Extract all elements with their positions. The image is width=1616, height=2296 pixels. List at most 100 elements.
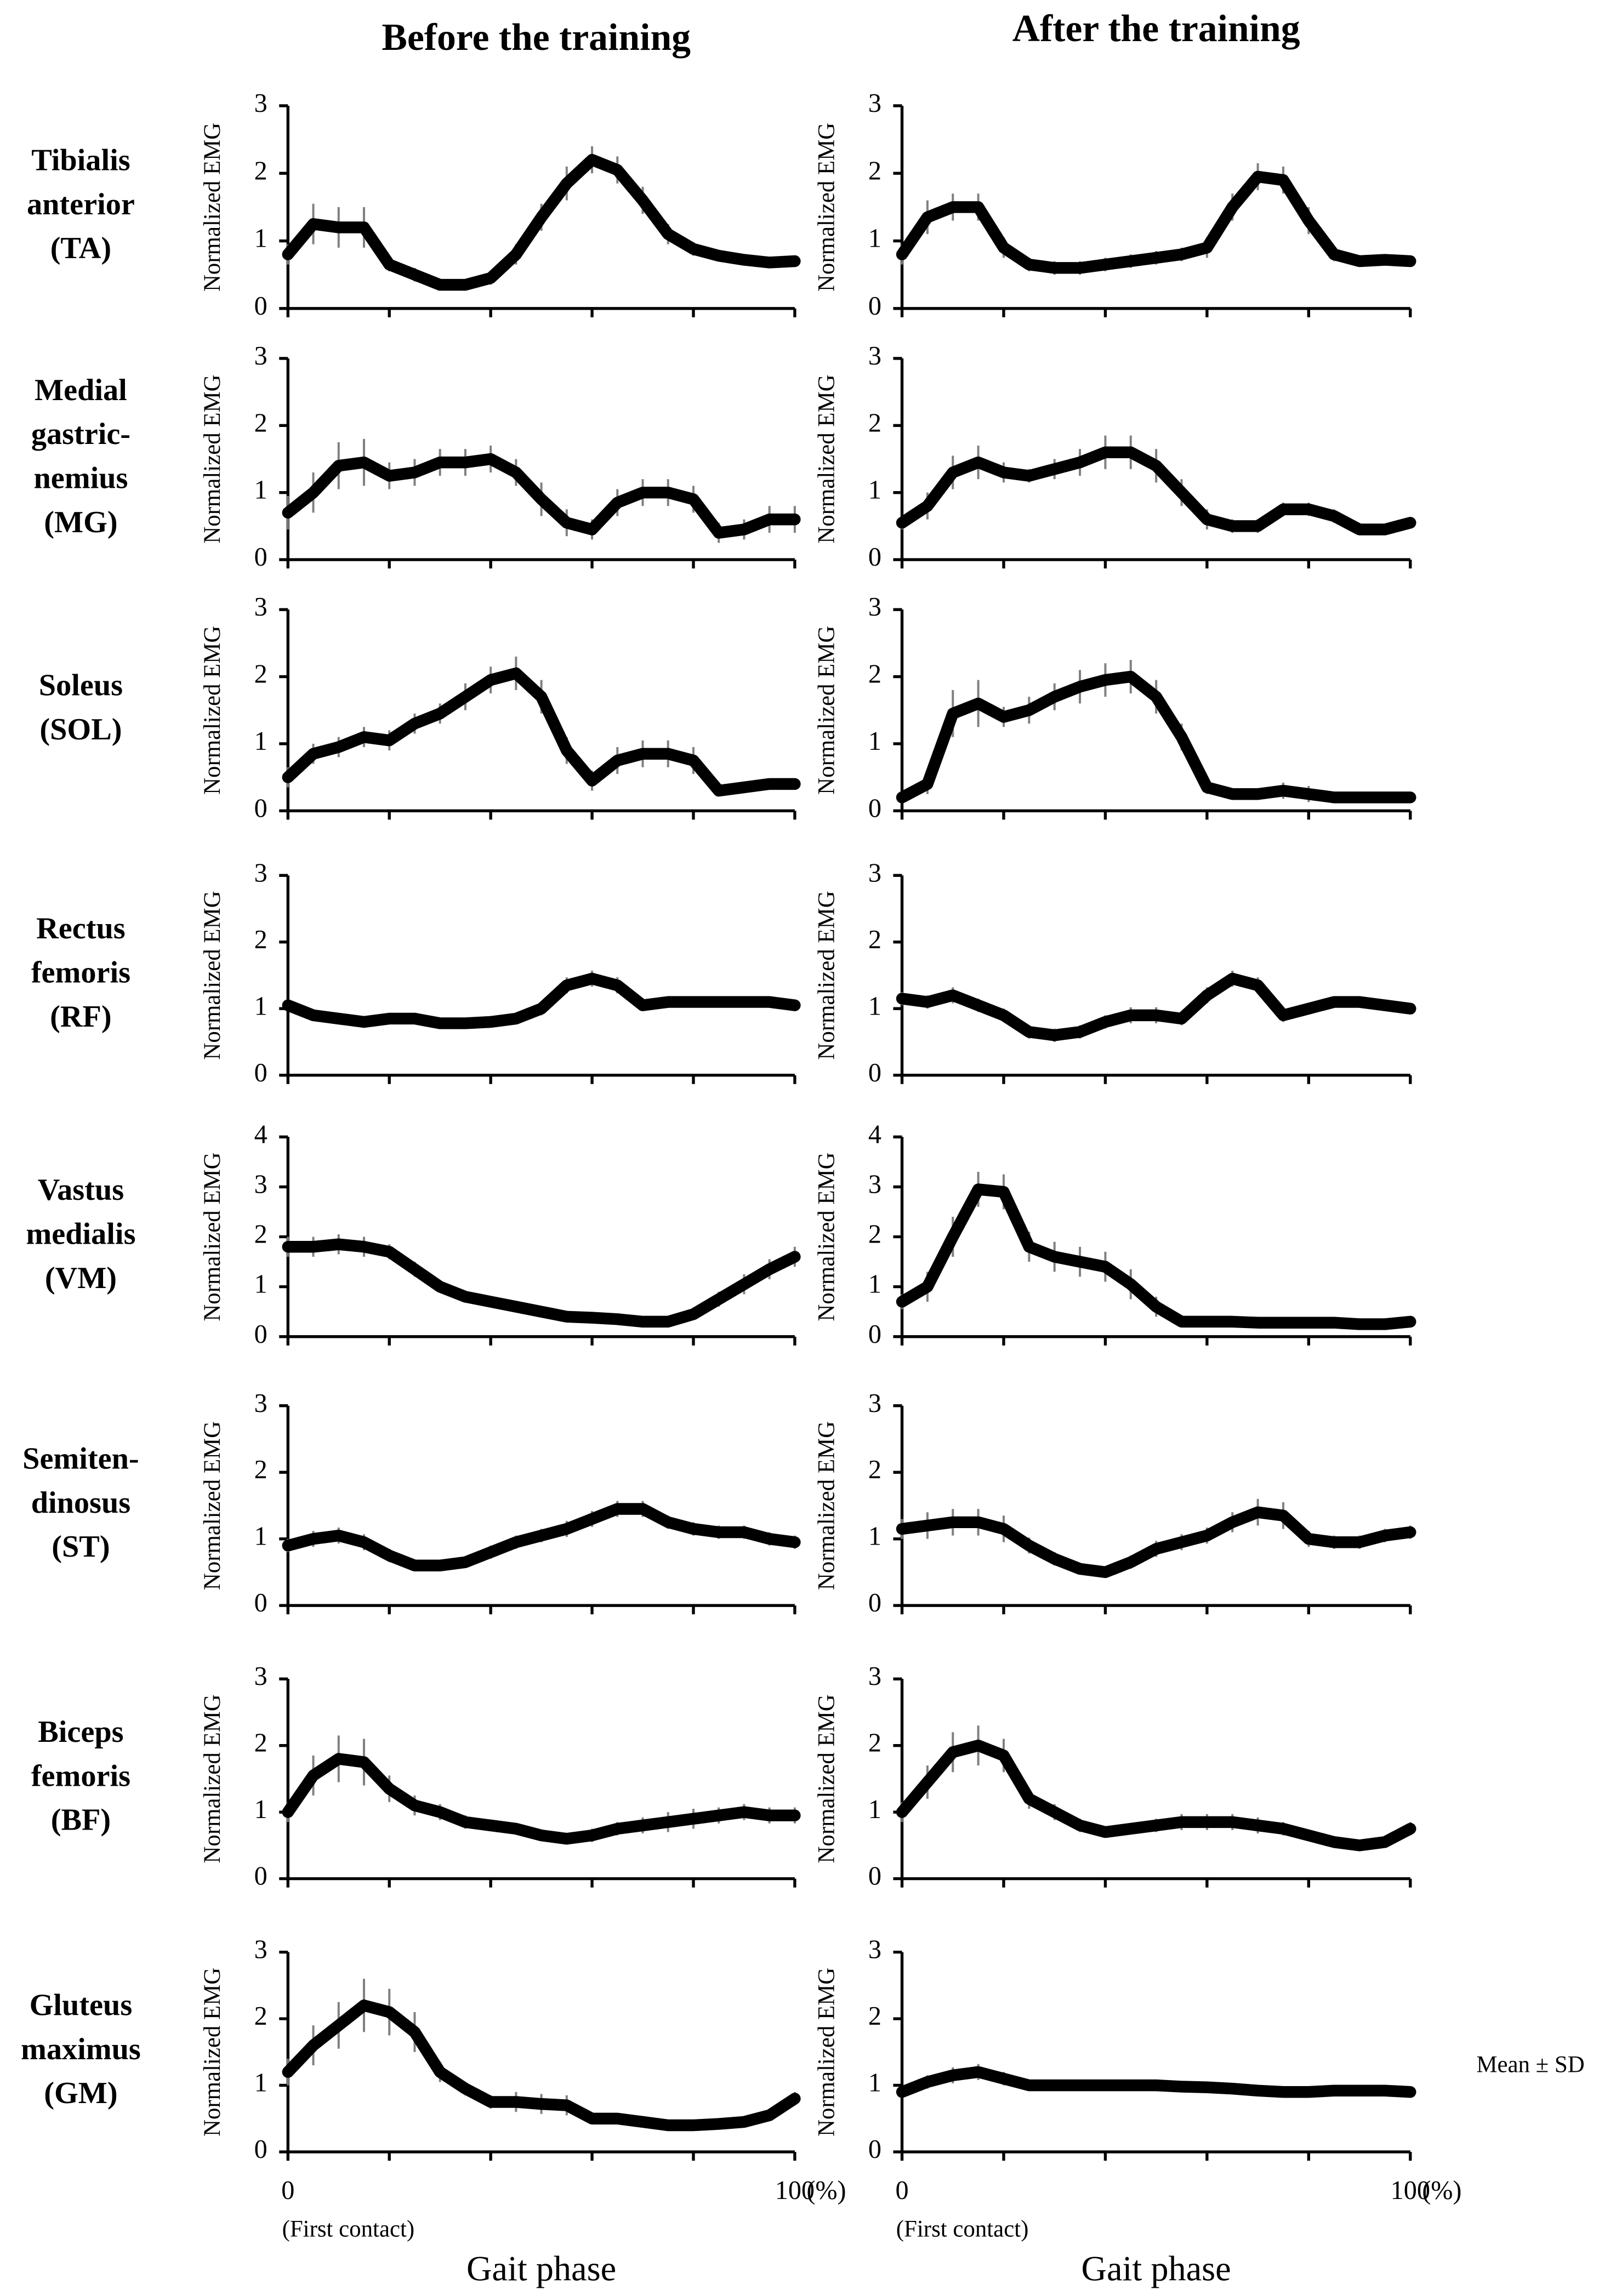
y-tick-label: 0 <box>254 2135 268 2164</box>
y-tick-label: 0 <box>254 1320 268 1349</box>
row-label: (RF) <box>50 1000 111 1034</box>
y-tick-label: 2 <box>254 1220 268 1249</box>
y-tick-label: 0 <box>254 1862 268 1891</box>
row-label: (SOL) <box>39 713 122 747</box>
y-tick-label: 0 <box>868 1058 881 1087</box>
y-tick-label: 1 <box>254 476 268 505</box>
column-title: Before the training <box>382 16 691 59</box>
y-tick-label: 3 <box>868 858 881 887</box>
y-tick-label: 0 <box>868 1862 881 1891</box>
row-label: Semiten- <box>22 1442 139 1475</box>
y-tick-label: 1 <box>254 992 268 1021</box>
mean-line <box>282 1753 801 1845</box>
y-tick-label: 4 <box>868 1120 881 1149</box>
y-tick-label: 1 <box>254 224 268 253</box>
y-tick-label: 1 <box>868 727 881 756</box>
x-tick-label: 100 <box>775 2176 815 2205</box>
y-tick-label: 3 <box>868 341 881 371</box>
y-tick-label: 3 <box>254 1662 268 1691</box>
y-axis-label: Normalized EMG <box>813 1694 839 1863</box>
row-label: Biceps <box>38 1715 123 1749</box>
y-axis-label: Normalized EMG <box>813 1968 839 2137</box>
x-axis-label: Gait phase <box>1082 2249 1231 2288</box>
mean-line <box>282 667 801 797</box>
y-tick-label: 1 <box>868 1270 881 1299</box>
x-unit: (%) <box>806 2176 846 2205</box>
y-axis-label: Normalized EMG <box>200 1421 225 1590</box>
row-label: (ST) <box>52 1530 110 1564</box>
y-tick-label: 1 <box>868 2069 881 2098</box>
y-tick-label: 3 <box>254 592 268 622</box>
row-label: Soleus <box>39 668 123 702</box>
mean-line <box>896 170 1416 274</box>
y-axis-label: Normalized EMG <box>813 1152 839 1321</box>
row-label: femoris <box>31 955 130 989</box>
y-tick-label: 2 <box>868 925 881 954</box>
x-tick-label: 0 <box>895 2176 908 2205</box>
row-label: (TA) <box>50 231 111 265</box>
y-tick-label: 3 <box>868 1389 881 1418</box>
column-title: After the training <box>1012 8 1300 50</box>
y-tick-label: 2 <box>868 1729 881 1758</box>
y-axis-label: Normalized EMG <box>813 123 839 292</box>
mean-line <box>896 670 1416 804</box>
row-label: (VM) <box>45 1261 117 1295</box>
y-tick-label: 4 <box>254 1120 268 1149</box>
y-tick-label: 2 <box>868 1455 881 1484</box>
row-label: Vastus <box>38 1173 124 1207</box>
y-tick-label: 0 <box>868 2135 881 2164</box>
y-tick-label: 3 <box>868 1662 881 1691</box>
y-tick-label: 0 <box>868 794 881 823</box>
y-tick-label: 1 <box>868 992 881 1021</box>
row-label: Medial <box>35 373 127 407</box>
y-axis-label: Normalized EMG <box>200 1694 225 1863</box>
row-label: nemius <box>33 462 128 495</box>
y-tick-label: 3 <box>254 1389 268 1418</box>
y-tick-label: 3 <box>254 1935 268 1964</box>
y-tick-label: 2 <box>254 408 268 437</box>
row-label: anterior <box>27 187 135 221</box>
y-tick-label: 1 <box>868 476 881 505</box>
y-axis-label: Normalized EMG <box>200 1152 225 1321</box>
y-tick-label: 1 <box>254 727 268 756</box>
y-tick-label: 0 <box>868 292 881 321</box>
y-axis-label: Normalized EMG <box>200 1968 225 2137</box>
y-tick-label: 2 <box>254 2002 268 2031</box>
legend-note: Mean ± SD <box>1476 2052 1584 2078</box>
y-axis-label: Normalized EMG <box>813 891 839 1059</box>
mean-line <box>896 972 1416 1041</box>
x-unit: (%) <box>1422 2176 1461 2205</box>
mean-line <box>896 446 1416 535</box>
mean-line <box>896 1739 1416 1851</box>
row-label: medialis <box>26 1217 135 1251</box>
row-label: (BF) <box>51 1803 111 1837</box>
row-label: Gluteus <box>30 1988 133 2022</box>
y-tick-label: 3 <box>254 1170 268 1199</box>
row-label: Tibialis <box>31 143 130 177</box>
y-tick-label: 1 <box>254 1795 268 1824</box>
y-tick-label: 3 <box>868 1935 881 1964</box>
y-axis-label: Normalized EMG <box>813 1421 839 1590</box>
y-tick-label: 2 <box>254 660 268 689</box>
y-tick-label: 1 <box>868 224 881 253</box>
row-label: gastric- <box>31 417 130 451</box>
y-tick-label: 1 <box>254 1522 268 1551</box>
mean-line <box>282 1503 801 1571</box>
y-tick-label: 3 <box>254 341 268 371</box>
y-tick-label: 2 <box>868 2002 881 2031</box>
mean-line <box>282 1238 801 1328</box>
x-tick-label: 100 <box>1391 2176 1430 2205</box>
mean-line <box>896 2066 1416 2098</box>
mean-line <box>896 1183 1416 1330</box>
y-tick-label: 3 <box>254 858 268 887</box>
y-axis-label: Normalized EMG <box>813 626 839 795</box>
y-tick-label: 0 <box>254 543 268 572</box>
y-tick-label: 0 <box>868 543 881 572</box>
y-tick-label: 2 <box>254 156 268 185</box>
y-tick-label: 0 <box>868 1588 881 1617</box>
y-tick-label: 1 <box>254 2069 268 2098</box>
y-tick-label: 1 <box>254 1270 268 1299</box>
y-axis-label: Normalized EMG <box>200 626 225 795</box>
